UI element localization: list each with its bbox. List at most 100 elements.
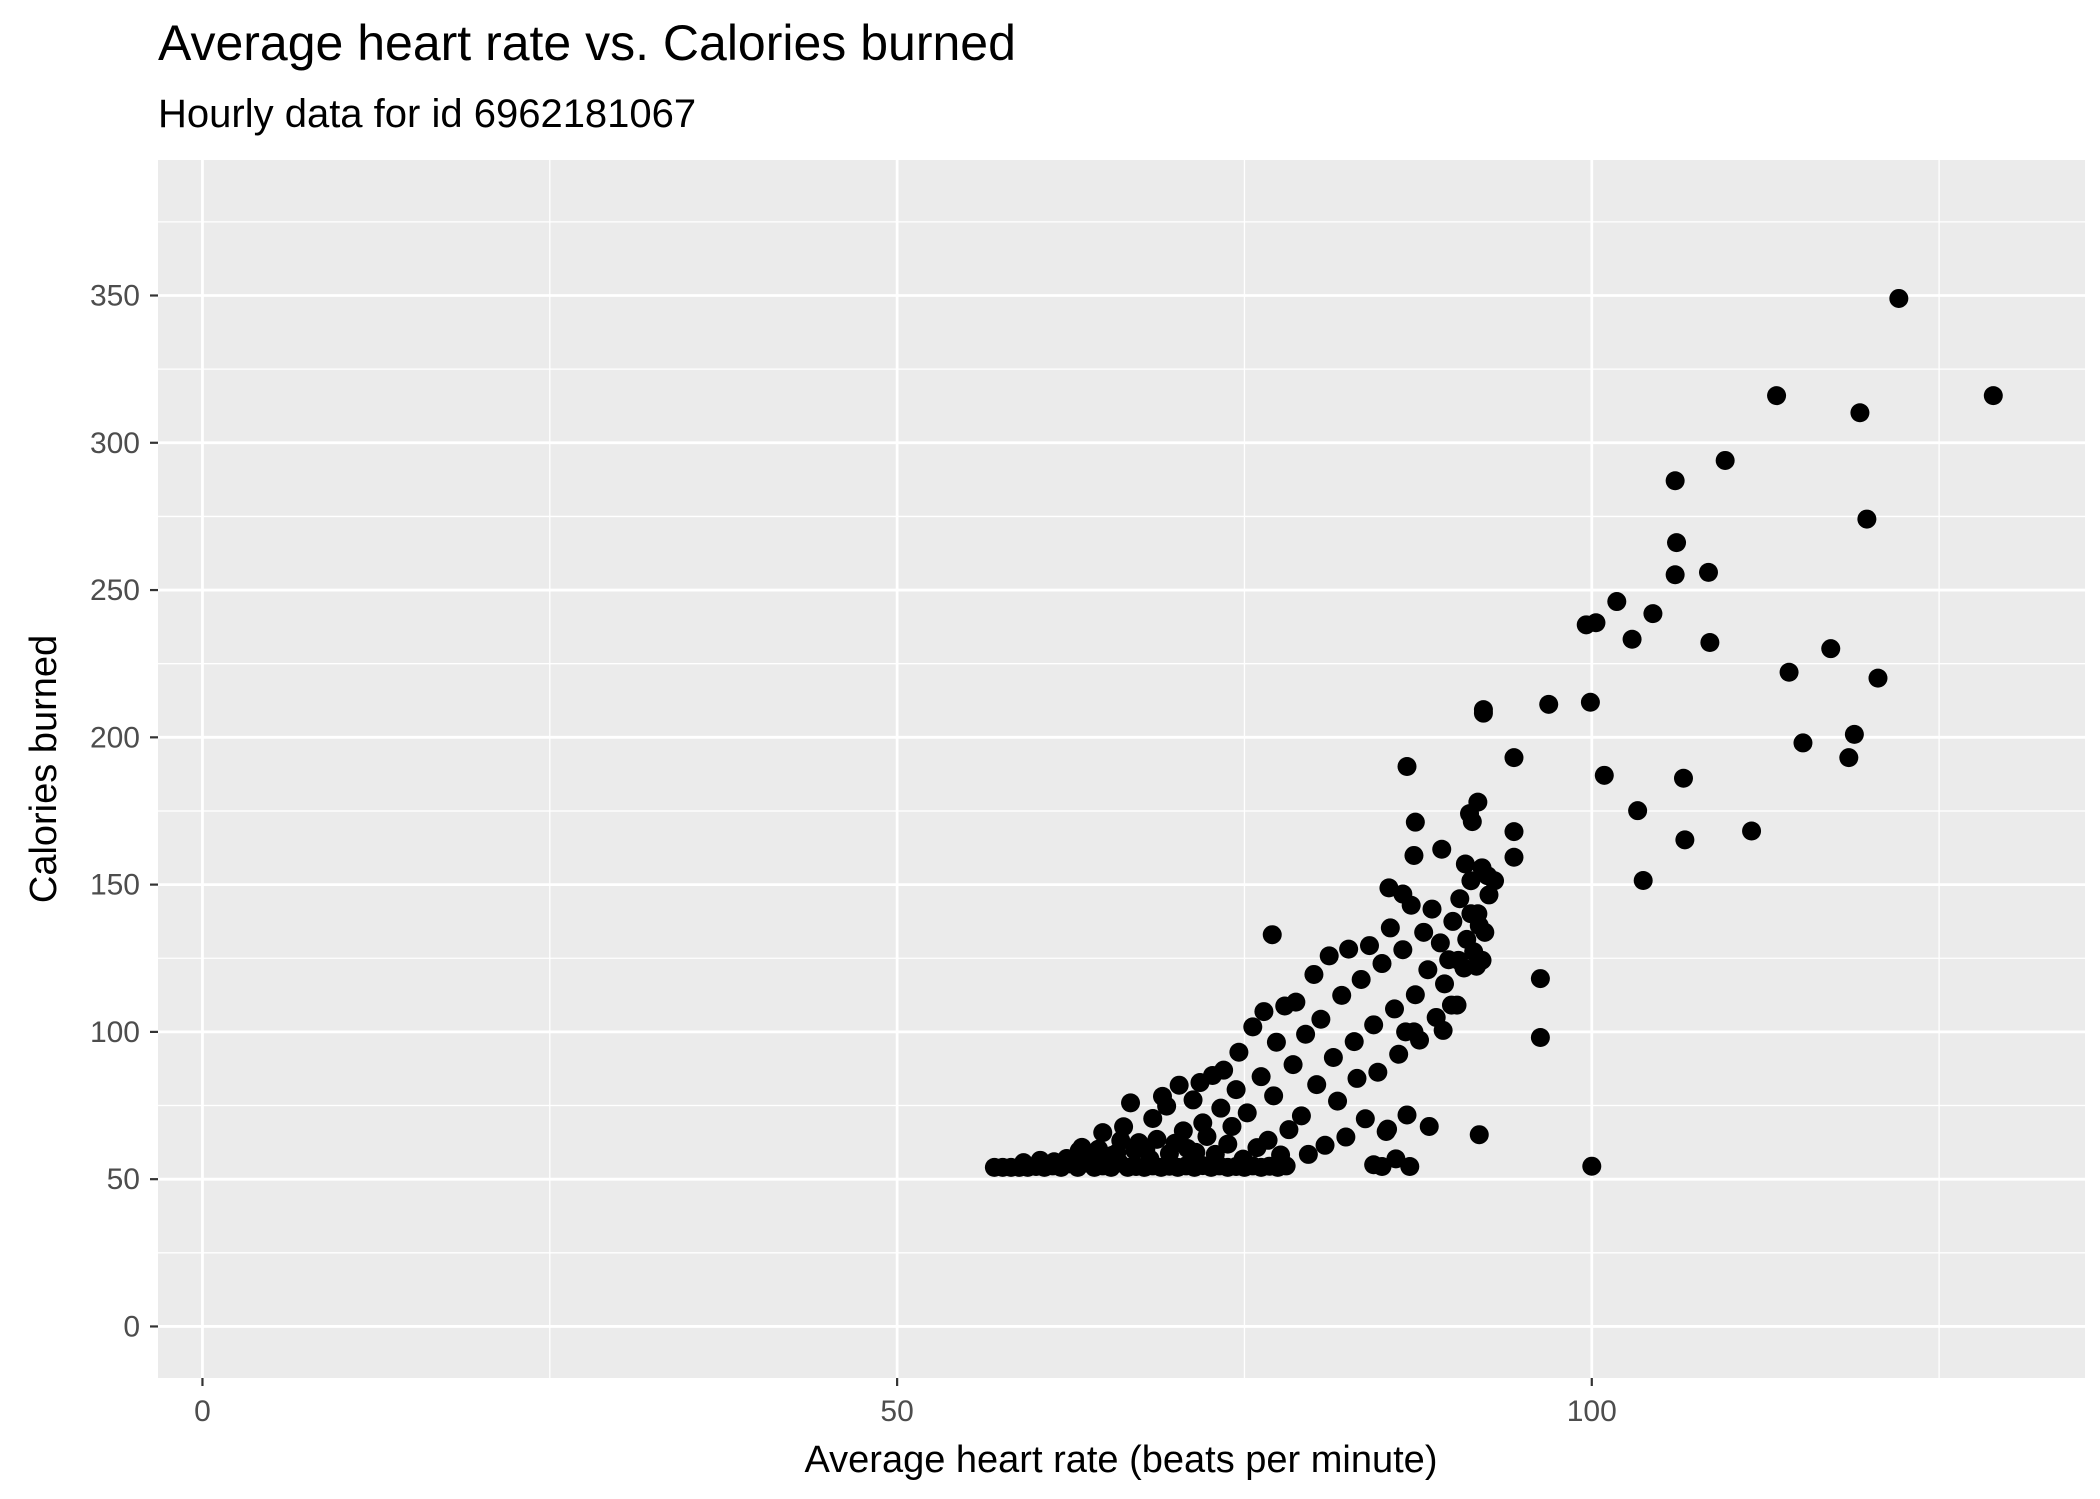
data-point [1315,1135,1335,1155]
data-point [1140,1149,1160,1169]
data-point [1186,1142,1206,1162]
data-point [1372,954,1392,974]
data-point [1698,562,1718,582]
data-point [1419,1116,1439,1136]
data-point [1364,1015,1384,1035]
plot-panel [158,160,2085,1378]
data-point [1622,629,1642,649]
data-point [1226,1080,1246,1100]
data-point [1469,916,1489,936]
data-point [1271,1145,1291,1165]
data-point [1319,946,1339,966]
data-point [1633,870,1653,890]
data-point [1183,1090,1203,1110]
data-point [1469,1125,1489,1145]
chart-subtitle: Hourly data for id 6962181067 [158,92,696,136]
data-point [1850,403,1870,423]
data-point [1143,1108,1163,1128]
data-point [1286,992,1306,1012]
data-point [1504,748,1524,768]
data-point [1462,812,1482,832]
y-tick-label: 0 [123,1310,140,1343]
data-point [1455,854,1475,874]
x-tick-label: 100 [1567,1395,1617,1428]
data-points [984,288,2003,1177]
data-point [1779,662,1799,682]
data-point [1504,847,1524,867]
data-point [1214,1060,1234,1080]
data-point [1385,999,1405,1019]
data-point [1336,1127,1356,1147]
y-tick-label: 150 [90,869,140,902]
data-point [1298,1144,1318,1164]
data-point [1254,1002,1274,1022]
data-point [1422,899,1442,919]
data-point [1450,889,1470,909]
data-point [1397,1105,1417,1125]
data-point [1607,592,1627,612]
data-point [1229,1042,1249,1062]
data-point [1218,1134,1238,1154]
data-point [1448,950,1468,970]
data-point [1793,733,1813,753]
data-point [1378,1119,1398,1139]
y-axis-title: Calories burned [23,635,65,903]
data-point [1332,985,1352,1005]
data-point [1432,839,1452,859]
data-point [1093,1123,1113,1143]
x-tick-label: 0 [194,1395,211,1428]
data-point [1700,632,1720,652]
x-axis-title: Average heart rate (beats per minute) [805,1439,1438,1481]
y-tick-label: 350 [90,279,140,312]
data-point [1237,1103,1257,1123]
data-point [1157,1096,1177,1116]
data-point [1466,956,1486,976]
data-point [1283,1055,1303,1075]
data-point [1443,911,1463,931]
y-tick-label: 300 [90,427,140,460]
data-point [1307,1075,1327,1095]
data-point [1839,748,1859,768]
data-point [1380,918,1400,938]
data-point [1539,694,1559,714]
data-point [1857,509,1877,529]
data-point [1328,1091,1348,1111]
y-tick-label: 100 [90,1016,140,1049]
data-point [1169,1075,1189,1095]
data-point [1243,1017,1263,1037]
data-point [1414,922,1434,942]
data-point [1372,1157,1392,1177]
data-point [1530,1027,1550,1047]
data-point [1344,1032,1364,1052]
data-point [1296,1024,1316,1044]
data-point [1222,1116,1242,1136]
data-point [1258,1130,1278,1150]
data-point [1844,724,1864,744]
y-tick-label: 50 [107,1163,140,1196]
x-tick-label: 50 [880,1395,913,1428]
y-tick-label: 250 [90,574,140,607]
data-point [1405,812,1425,832]
data-point [1404,845,1424,865]
data-point [1643,604,1663,624]
data-point [1418,960,1438,980]
data-point [1393,940,1413,960]
data-point [1889,288,1909,308]
data-point [1291,1106,1311,1126]
data-point [1359,936,1379,956]
data-point [1205,1144,1225,1164]
y-axis: 0 50 100 150 200 250 300 350 [90,279,158,1343]
data-point [1351,969,1371,989]
y-tick-label: 200 [90,721,140,754]
data-point [1400,1157,1420,1177]
data-point [1430,933,1450,953]
data-point [1435,974,1455,994]
data-point [1147,1129,1167,1149]
data-point [1582,1156,1602,1176]
data-point [1675,830,1695,850]
data-point [1323,1048,1343,1068]
data-point [1386,1149,1406,1169]
data-point [1397,756,1417,776]
data-point [1478,866,1498,886]
data-point [1379,878,1399,898]
